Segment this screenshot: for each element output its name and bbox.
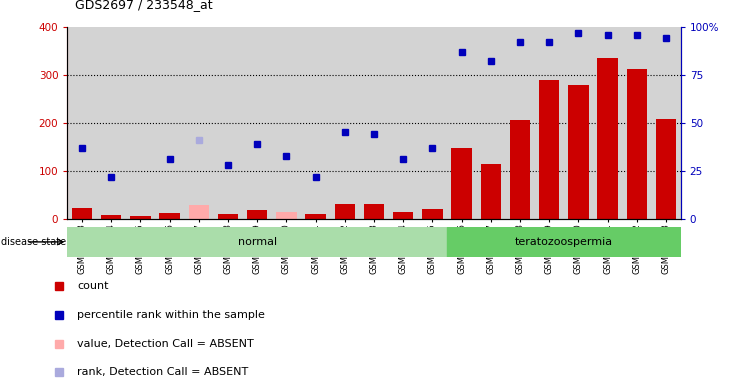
Bar [359,27,389,219]
Bar [334,204,355,219]
Bar [272,27,301,219]
Bar [447,27,476,219]
Bar [96,27,126,219]
Bar [652,27,681,219]
Text: GDS2697 / 233548_at: GDS2697 / 233548_at [75,0,212,12]
Bar [101,215,121,219]
Bar [451,148,472,219]
Bar [364,204,384,219]
Bar [447,227,681,257]
Bar [330,27,359,219]
Text: disease state: disease state [1,237,66,247]
Bar [247,210,267,219]
Bar [476,27,506,219]
Bar [242,27,272,219]
Text: percentile rank within the sample: percentile rank within the sample [78,310,266,320]
Bar [188,214,209,219]
Bar [622,27,652,219]
Bar [418,27,447,219]
Text: normal: normal [238,237,277,247]
Bar [539,80,560,219]
Bar [593,27,622,219]
Bar [159,213,180,219]
Text: count: count [78,281,109,291]
Bar [67,27,96,219]
Bar [422,209,443,219]
Bar [627,69,647,219]
Bar [218,214,238,219]
Bar [506,27,535,219]
Bar [564,27,593,219]
Bar [481,164,501,219]
Bar [130,215,150,219]
Bar [155,27,184,219]
Bar [213,27,242,219]
Bar [598,58,618,219]
Bar [393,212,414,219]
Bar [656,119,676,219]
Bar [510,121,530,219]
Bar [184,27,213,219]
Text: value, Detection Call = ABSENT: value, Detection Call = ABSENT [78,339,254,349]
Bar [568,86,589,219]
Text: teratozoospermia: teratozoospermia [515,237,613,247]
Bar [67,227,447,257]
Bar [126,27,155,219]
Bar [301,27,330,219]
Bar [188,205,209,219]
Bar [72,208,92,219]
Bar [276,212,297,219]
Text: rank, Detection Call = ABSENT: rank, Detection Call = ABSENT [78,367,249,377]
Bar [389,27,418,219]
Bar [276,217,297,219]
Bar [305,214,326,219]
Bar [535,27,564,219]
